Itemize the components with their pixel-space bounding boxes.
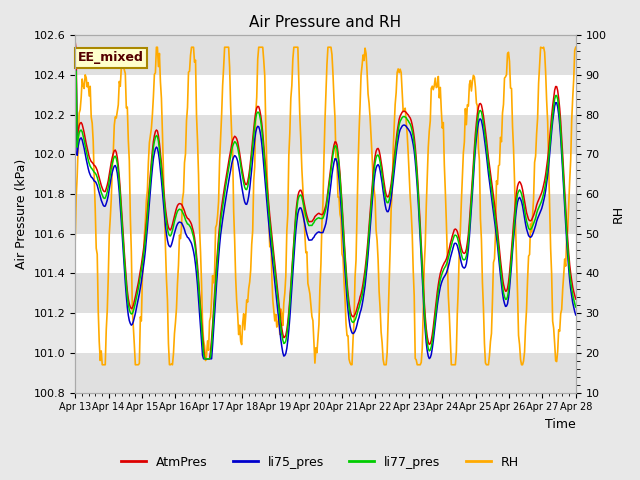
Bar (75, 115, 576, 155)
Bar (75, 353, 576, 393)
X-axis label: Time: Time (545, 418, 576, 431)
Bar (75, 274, 576, 313)
Bar (75, 194, 576, 234)
Bar (75, 36, 576, 75)
Text: EE_mixed: EE_mixed (77, 51, 143, 64)
Legend: AtmPres, li75_pres, li77_pres, RH: AtmPres, li75_pres, li77_pres, RH (116, 451, 524, 474)
Y-axis label: Air Pressure (kPa): Air Pressure (kPa) (15, 159, 28, 269)
Title: Air Pressure and RH: Air Pressure and RH (250, 15, 401, 30)
Y-axis label: RH: RH (612, 205, 625, 223)
